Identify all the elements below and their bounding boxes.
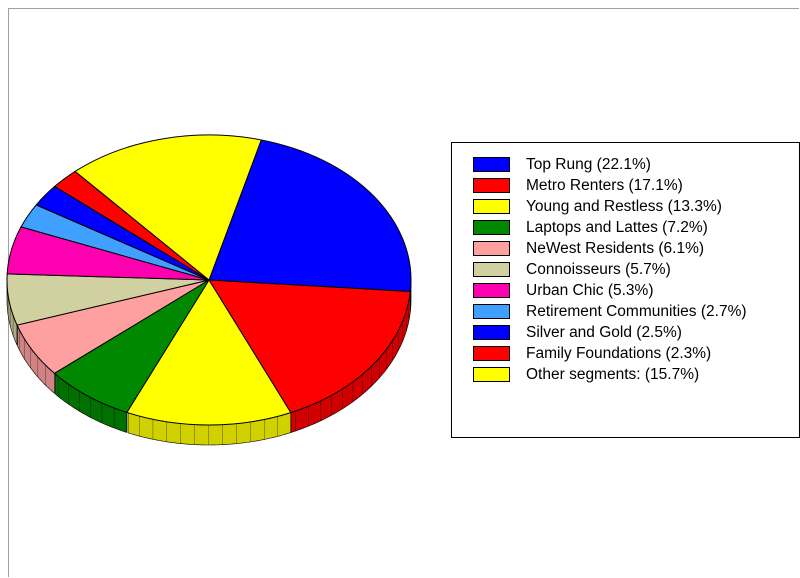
legend-item-connoisseurs: Connoisseurs (5.7%)	[473, 260, 671, 279]
pie-slice-metro-renters	[208, 279, 411, 414]
pie-slice-other-segments	[74, 134, 262, 281]
legend-swatch	[473, 262, 510, 277]
legend-item-newest-residents: NeWest Residents (6.1%)	[473, 239, 704, 258]
legend-label: NeWest Residents (6.1%)	[526, 239, 705, 257]
legend-label: Metro Renters (17.1%)	[526, 176, 683, 194]
legend-swatch	[473, 157, 510, 172]
legend-swatch	[473, 367, 510, 382]
legend-item-top-rung: Top Rung (22.1%)	[473, 155, 651, 174]
legend-swatch	[473, 241, 510, 256]
legend-label: Silver and Gold (2.5%)	[526, 323, 682, 341]
legend-item-metro-renters: Metro Renters (17.1%)	[473, 176, 683, 195]
legend-label: Family Foundations (2.3%)	[526, 344, 712, 362]
legend: Top Rung (22.1%) Metro Renters (17.1%) You…	[451, 142, 800, 438]
legend-item-laptops-and-lattes: Laptops and Lattes (7.2%)	[473, 218, 708, 237]
legend-item-silver-and-gold: Silver and Gold (2.5%)	[473, 323, 682, 342]
legend-swatch	[473, 283, 510, 298]
legend-label: Other segments: (15.7%)	[526, 365, 700, 383]
legend-label: Retirement Communities (2.7%)	[526, 302, 747, 320]
legend-swatch	[473, 178, 510, 193]
pie-slice-top-rung	[208, 139, 412, 293]
legend-item-retirement-communities: Retirement Communities (2.7%)	[473, 302, 747, 321]
legend-swatch	[473, 346, 510, 361]
legend-item-young-and-restless: Young and Restless (13.3%)	[473, 197, 722, 216]
legend-item-urban-chic: Urban Chic (5.3%)	[473, 281, 654, 300]
legend-item-other-segments: Other segments: (15.7%)	[473, 365, 699, 384]
legend-label: Urban Chic (5.3%)	[526, 281, 654, 299]
legend-label: Connoisseurs (5.7%)	[526, 260, 671, 278]
pie-slices	[6, 134, 412, 426]
legend-swatch	[473, 199, 510, 214]
legend-label: Young and Restless (13.3%)	[526, 197, 722, 215]
legend-swatch	[473, 325, 510, 340]
legend-item-family-foundations: Family Foundations (2.3%)	[473, 344, 711, 363]
legend-label: Laptops and Lattes (7.2%)	[526, 218, 708, 236]
pie-slice-young-and-restless	[126, 279, 292, 426]
legend-label: Top Rung (22.1%)	[526, 155, 651, 173]
legend-swatch	[473, 220, 510, 235]
legend-swatch	[473, 304, 510, 319]
